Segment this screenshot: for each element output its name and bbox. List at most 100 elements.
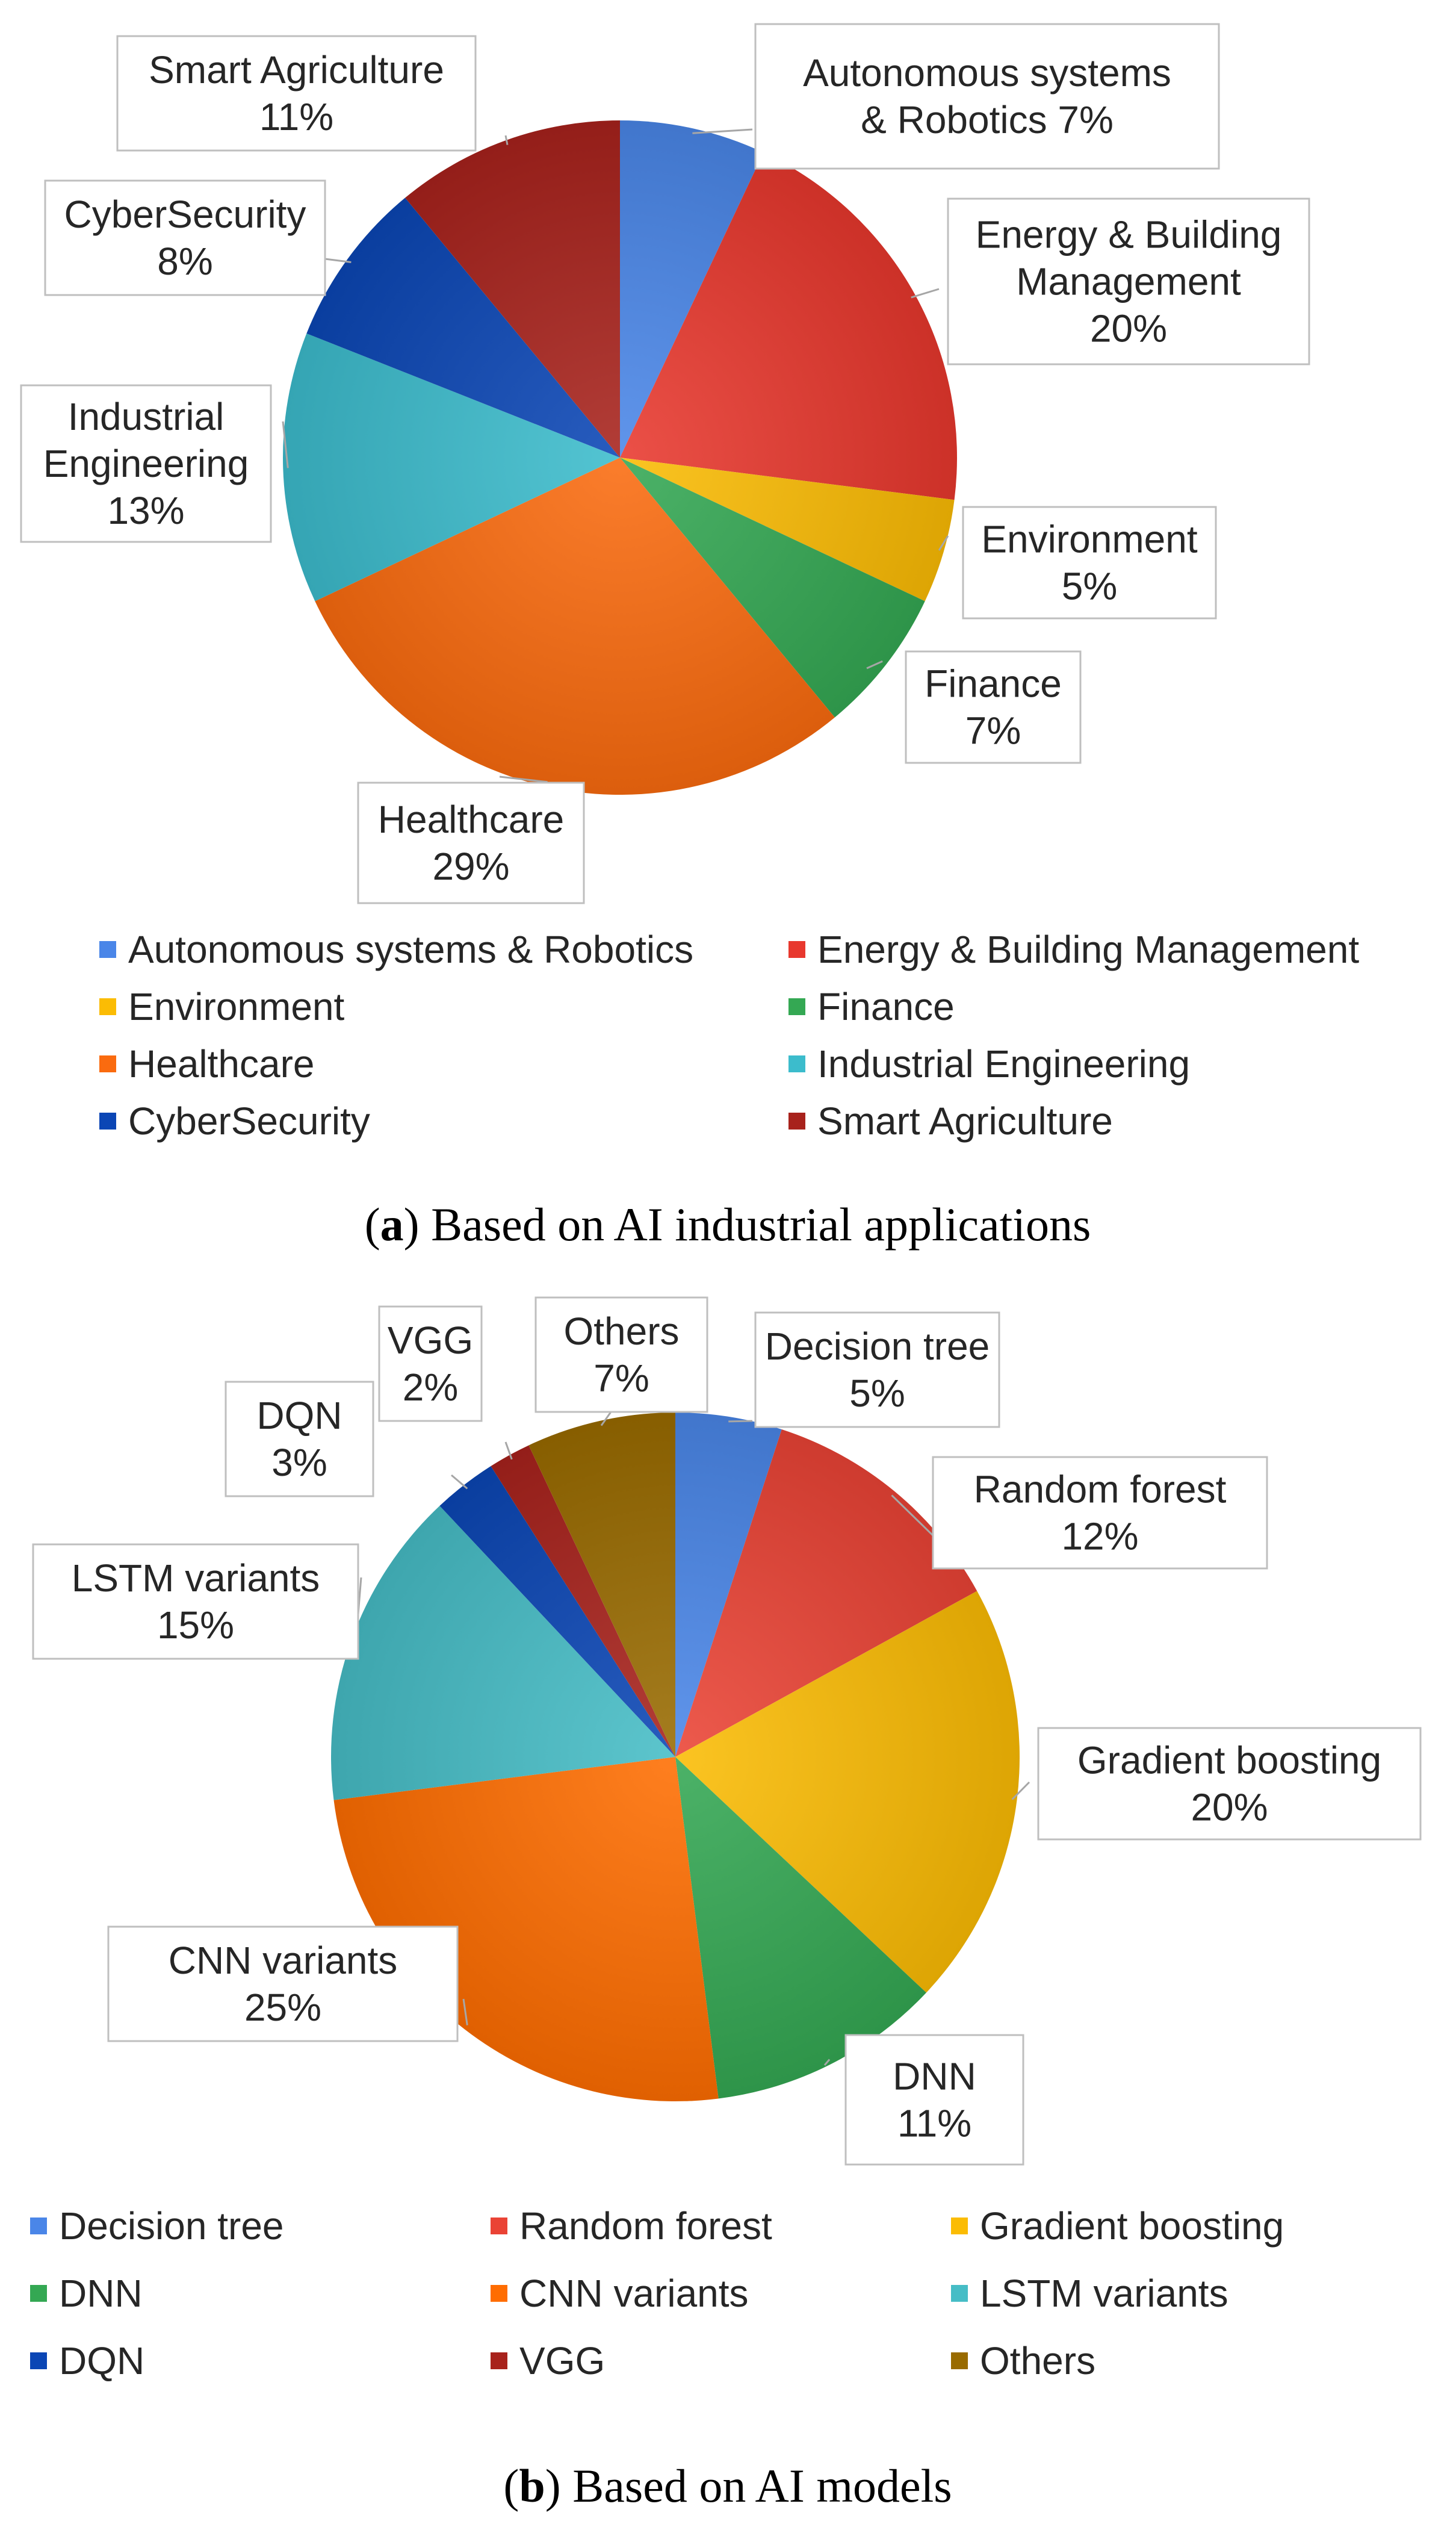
callout-label: CyberSecurity — [64, 193, 306, 236]
callout-label: LSTM variants — [72, 1556, 320, 1600]
pie-slice-industrial-engineering — [283, 333, 620, 601]
callout-box — [225, 1381, 374, 1497]
pie-slice-others — [528, 1413, 675, 1757]
callout-box — [844, 2034, 1024, 2166]
callout-label: & Robotics 7% — [861, 98, 1114, 141]
caption-paren-open: ( — [503, 2460, 519, 2512]
callout-leader — [504, 1441, 513, 1460]
legend-swatch — [951, 2352, 968, 2369]
callout-label: 2% — [403, 1366, 459, 1409]
legend-swatch — [30, 2285, 47, 2302]
legend-label: Others — [980, 2339, 1095, 2382]
pie-slice-autonomous-systems-robotics — [620, 120, 764, 458]
callout-box — [20, 384, 272, 543]
legend-swatch — [788, 998, 805, 1015]
pie-slice-dqn — [439, 1466, 675, 1757]
callout-label: Autonomous systems — [803, 51, 1171, 95]
legend-swatch — [491, 2218, 507, 2234]
legend-swatch — [30, 2218, 47, 2234]
callout-leader — [891, 1494, 940, 1543]
legend-label: CyberSecurity — [128, 1099, 370, 1143]
callout-label: Healthcare — [378, 798, 565, 841]
callout-leader — [692, 128, 753, 134]
callout-leader — [911, 288, 940, 299]
callout-box — [357, 782, 585, 904]
pie-slice-random-forest — [675, 1429, 977, 1757]
callout-label: Finance — [925, 662, 1062, 706]
callout-label: Others — [563, 1310, 679, 1353]
callout-label: 8% — [157, 240, 213, 283]
legend-swatch — [491, 2285, 507, 2302]
legend-a: Autonomous systems & Robotics Energy & Bu… — [99, 928, 1359, 1143]
legend-label: Gradient boosting — [980, 2204, 1284, 2248]
callout-label: 7% — [965, 709, 1021, 753]
pie-slice-vgg — [491, 1445, 675, 1757]
callout-box — [44, 179, 326, 296]
callout-leader — [728, 1420, 753, 1423]
callout-box — [962, 506, 1217, 620]
legend-swatch — [788, 1113, 805, 1130]
callout-leader — [823, 2059, 831, 2066]
caption-paren-open: ( — [365, 1198, 380, 1251]
callout-label: Decision tree — [765, 1325, 990, 1368]
callout-label: Industrial — [68, 395, 225, 438]
callout-box — [378, 1305, 483, 1422]
figure-caption-b: (b) Based on AI models — [503, 2460, 952, 2512]
callout-label: 25% — [244, 1986, 321, 2029]
callout-label: Engineering — [43, 442, 249, 485]
callout-box — [947, 197, 1310, 365]
callout-label: CNN variants — [169, 1939, 398, 1982]
legend-label: Finance — [817, 985, 955, 1028]
callout-label: Smart Agriculture — [149, 48, 444, 92]
callout-label: Gradient boosting — [1077, 1739, 1381, 1782]
legend-swatch — [951, 2285, 968, 2302]
caption-text: ) Based on AI industrial applications — [404, 1198, 1091, 1251]
callout-label: 13% — [107, 489, 184, 532]
pie-slice-finance — [620, 458, 925, 718]
callout-leader — [282, 421, 289, 468]
callout-label: 7% — [593, 1357, 649, 1400]
legend-swatch — [99, 1055, 116, 1072]
callout-box — [754, 23, 1220, 170]
caption-text: ) Based on AI models — [545, 2460, 952, 2512]
callout-leader — [462, 1998, 468, 2025]
pie-slice-gradient-boosting — [675, 1591, 1020, 1993]
pie-slice-environment — [620, 458, 955, 601]
legend-label: Random forest — [519, 2204, 772, 2248]
callout-box — [534, 1296, 708, 1413]
legend-swatch — [951, 2218, 968, 2234]
callout-box — [754, 1311, 1000, 1428]
callout-label: Environment — [981, 518, 1198, 561]
legend-swatch — [788, 1055, 805, 1072]
pie-slice-energy-building-management — [620, 152, 957, 500]
caption-letter: b — [519, 2460, 545, 2512]
callout-label: Random forest — [974, 1468, 1227, 1511]
callout-box — [107, 1925, 459, 2042]
callout-label: DNN — [893, 2055, 976, 2098]
legend-label: CNN variants — [519, 2272, 749, 2315]
legend-label: VGG — [519, 2339, 605, 2382]
pie-slice-cybersecurity — [306, 197, 621, 458]
legend-swatch — [99, 941, 116, 958]
callout-label: Energy & Building — [976, 213, 1282, 256]
pie-chart-a: Autonomous systems& Robotics 7% Energy & … — [20, 23, 1310, 904]
callout-box — [1037, 1727, 1422, 1841]
callout-box — [32, 1543, 359, 1660]
legend-swatch — [491, 2352, 507, 2369]
callout-label: DQN — [256, 1394, 342, 1437]
callout-box — [932, 1456, 1268, 1570]
callout-leader — [499, 775, 548, 783]
legend-swatch — [30, 2352, 47, 2369]
callout-label: 20% — [1191, 1786, 1268, 1829]
pie-slice-smart-agriculture — [405, 120, 620, 458]
legend-swatch — [99, 998, 116, 1015]
pie-slice-cnn-variants — [333, 1757, 719, 2102]
callout-leader — [451, 1474, 468, 1490]
figure-caption-a: (a) Based on AI industrial applications — [365, 1198, 1091, 1251]
pie-slice-dnn — [675, 1757, 926, 2099]
callout-label: 5% — [849, 1372, 905, 1415]
callout-label: 12% — [1061, 1515, 1138, 1558]
callout-label: 29% — [432, 845, 509, 888]
